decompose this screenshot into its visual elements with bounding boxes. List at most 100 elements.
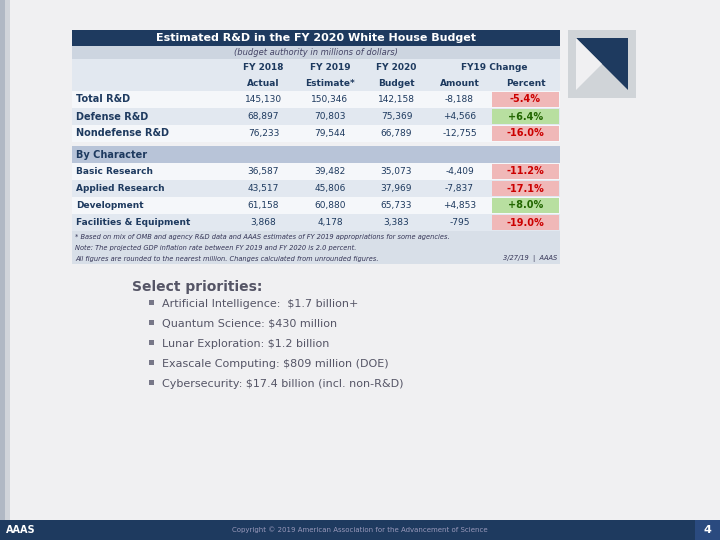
Text: FY 2018: FY 2018 <box>243 63 284 71</box>
Bar <box>492 198 559 213</box>
Bar <box>492 215 559 230</box>
Text: 3,383: 3,383 <box>384 218 410 227</box>
Text: Budget: Budget <box>378 78 415 87</box>
Text: Note: The projected GDP inflation rate between FY 2019 and FY 2020 is 2.0 percen: Note: The projected GDP inflation rate b… <box>75 245 356 251</box>
Bar <box>492 126 559 141</box>
Bar <box>72 197 560 214</box>
Bar <box>72 163 560 180</box>
Text: Development: Development <box>76 201 143 210</box>
Bar <box>72 253 560 264</box>
Text: 60,880: 60,880 <box>314 201 346 210</box>
Bar <box>72 46 560 59</box>
Text: Estimate*: Estimate* <box>305 78 355 87</box>
Text: -4,409: -4,409 <box>445 167 474 176</box>
Text: -19.0%: -19.0% <box>507 218 544 227</box>
Text: Defense R&D: Defense R&D <box>76 111 148 122</box>
Text: Copyright © 2019 American Association for the Advancement of Science: Copyright © 2019 American Association fo… <box>232 526 488 534</box>
Bar <box>0 520 720 540</box>
Text: Basic Research: Basic Research <box>76 167 153 176</box>
Text: +8.0%: +8.0% <box>508 200 543 211</box>
Bar <box>149 300 154 305</box>
Bar <box>492 164 559 179</box>
Text: Lunar Exploration: $1.2 billion: Lunar Exploration: $1.2 billion <box>162 339 329 349</box>
Text: -11.2%: -11.2% <box>507 166 544 177</box>
Text: 70,803: 70,803 <box>314 112 346 121</box>
Bar <box>72 91 560 108</box>
Text: By Character: By Character <box>76 150 147 159</box>
Bar <box>72 180 560 197</box>
Bar <box>72 231 560 242</box>
Text: +6.4%: +6.4% <box>508 111 543 122</box>
Bar <box>492 92 559 107</box>
Text: 65,733: 65,733 <box>381 201 413 210</box>
Text: Estimated R&D in the FY 2020 White House Budget: Estimated R&D in the FY 2020 White House… <box>156 33 476 43</box>
Text: Cybersecurity: $17.4 billion (incl. non-R&D): Cybersecurity: $17.4 billion (incl. non-… <box>162 379 403 389</box>
Bar <box>695 520 720 540</box>
Text: 79,544: 79,544 <box>315 129 346 138</box>
Text: Exascale Computing: $809 million (DOE): Exascale Computing: $809 million (DOE) <box>162 359 389 369</box>
Bar <box>149 360 154 365</box>
Text: 75,369: 75,369 <box>381 112 413 121</box>
Text: AAAS: AAAS <box>6 525 35 535</box>
Text: 3,868: 3,868 <box>251 218 276 227</box>
Bar <box>72 125 560 142</box>
Bar <box>149 320 154 325</box>
Text: All figures are rounded to the nearest million. Changes calculated from unrounde: All figures are rounded to the nearest m… <box>75 255 379 261</box>
Bar <box>72 75 560 91</box>
Text: Amount: Amount <box>440 78 480 87</box>
Bar <box>72 30 560 46</box>
Text: -7,837: -7,837 <box>445 184 474 193</box>
Text: 4,178: 4,178 <box>318 218 343 227</box>
Text: +4,853: +4,853 <box>443 201 476 210</box>
Bar <box>0 0 10 520</box>
Text: 66,789: 66,789 <box>381 129 413 138</box>
Text: 45,806: 45,806 <box>315 184 346 193</box>
Text: 145,130: 145,130 <box>245 95 282 104</box>
Bar <box>0 520 62 540</box>
Text: -17.1%: -17.1% <box>507 184 544 193</box>
Text: FY19 Change: FY19 Change <box>461 63 527 71</box>
Text: (budget authority in millions of dollars): (budget authority in millions of dollars… <box>234 48 398 57</box>
Text: Nondefense R&D: Nondefense R&D <box>76 129 169 138</box>
Text: 36,587: 36,587 <box>248 167 279 176</box>
Text: Actual: Actual <box>247 78 280 87</box>
Text: Artificial Intelligence:  $1.7 billion+: Artificial Intelligence: $1.7 billion+ <box>162 299 359 309</box>
Text: FY 2020: FY 2020 <box>377 63 417 71</box>
Text: -16.0%: -16.0% <box>507 129 544 138</box>
Bar <box>492 109 559 124</box>
Bar <box>72 242 560 253</box>
Text: * Based on mix of OMB and agency R&D data and AAAS estimates of FY 2019 appropri: * Based on mix of OMB and agency R&D dat… <box>75 233 449 240</box>
Bar <box>149 340 154 345</box>
Bar <box>72 146 560 163</box>
Text: Percent: Percent <box>505 78 545 87</box>
Text: 35,073: 35,073 <box>381 167 413 176</box>
Text: -5.4%: -5.4% <box>510 94 541 105</box>
Bar <box>0 0 5 520</box>
Bar <box>492 181 559 196</box>
Text: Quantum Science: $430 million: Quantum Science: $430 million <box>162 319 337 329</box>
Bar <box>568 30 636 98</box>
Bar <box>149 380 154 385</box>
Text: Select priorities:: Select priorities: <box>132 280 262 294</box>
Text: 43,517: 43,517 <box>248 184 279 193</box>
Bar <box>72 214 560 231</box>
Text: 39,482: 39,482 <box>315 167 346 176</box>
Bar <box>568 30 636 98</box>
Text: 142,158: 142,158 <box>378 95 415 104</box>
Text: 3/27/19  |  AAAS: 3/27/19 | AAAS <box>503 255 557 262</box>
Text: -8,188: -8,188 <box>445 95 474 104</box>
Text: 4: 4 <box>703 525 711 535</box>
Text: Total R&D: Total R&D <box>76 94 130 105</box>
Text: Facilities & Equipment: Facilities & Equipment <box>76 218 190 227</box>
Text: -795: -795 <box>449 218 469 227</box>
Text: +4,566: +4,566 <box>443 112 476 121</box>
Bar <box>72 108 560 125</box>
Text: 150,346: 150,346 <box>312 95 348 104</box>
Text: FY 2019: FY 2019 <box>310 63 351 71</box>
Bar <box>72 59 560 75</box>
Text: 61,158: 61,158 <box>248 201 279 210</box>
Polygon shape <box>576 38 602 90</box>
Text: Applied Research: Applied Research <box>76 184 165 193</box>
Text: 76,233: 76,233 <box>248 129 279 138</box>
Text: 37,969: 37,969 <box>381 184 413 193</box>
